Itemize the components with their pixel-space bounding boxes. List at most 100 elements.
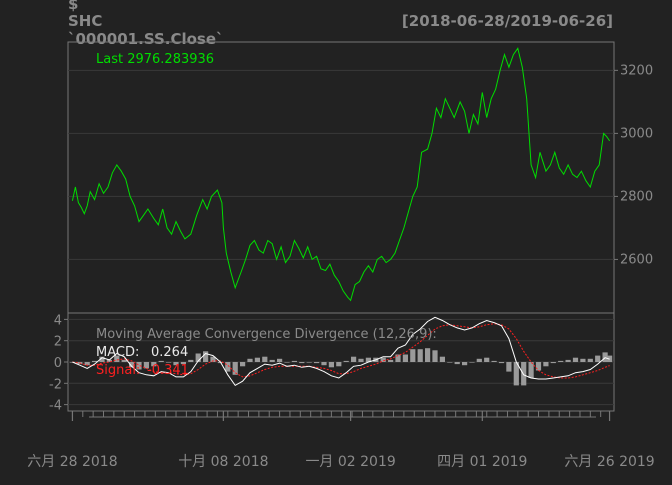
macd-histogram-bar	[402, 354, 408, 362]
macd-histogram-bar	[291, 360, 297, 362]
macd-histogram-bar	[521, 362, 527, 386]
macd-histogram-bar	[92, 360, 98, 362]
macd-histogram-bar	[513, 362, 519, 386]
x-tick-label: 十月 08 2018	[178, 454, 268, 470]
macd-histogram-bar	[328, 362, 334, 368]
macd-value: 0.264	[151, 345, 188, 360]
macd-histogram-bar	[351, 356, 357, 362]
macd-histogram-bar	[173, 362, 179, 366]
signal-label: Signal:	[96, 363, 140, 378]
price-panel: 2600 2800 3000 3200 Last 2976.283936	[67, 41, 653, 314]
macd-histogram-bar	[572, 357, 579, 362]
macd-histogram-bar	[595, 355, 601, 362]
price-line	[71, 47, 611, 302]
macd-histogram-bar	[469, 362, 475, 363]
macd-histogram-bar	[580, 358, 586, 362]
x-tick-label: 一月 02 2019	[305, 454, 395, 470]
x-tick-label: 六月 26 2019	[564, 454, 654, 470]
x-tick-label: 四月 01 2019	[437, 454, 527, 470]
macd-histogram-bar	[306, 362, 312, 363]
macd-histogram-bar	[106, 359, 112, 362]
macd-y-tick-label: 0	[54, 356, 62, 371]
series-name: `000001.SS.Close`	[68, 30, 224, 48]
macd-histogram-bar	[121, 359, 127, 362]
macd-line	[72, 316, 610, 387]
macd-histogram-bar	[299, 362, 305, 364]
x-tick-label: 六月 28 2018	[27, 454, 117, 470]
macd-histogram-bar	[558, 360, 564, 362]
macd-histogram-bar	[498, 362, 505, 364]
macd-histogram-bar	[462, 362, 468, 366]
macd-y-tick-label: 4	[54, 313, 62, 328]
macd-label: MACD:	[96, 345, 139, 360]
macd-histogram-bar	[447, 362, 453, 363]
macd-histogram-bar	[336, 362, 342, 367]
signal-value: -0.341	[147, 363, 189, 378]
macd-histogram-bar	[528, 362, 534, 378]
macd-histogram-bar	[188, 359, 194, 362]
macd-histogram-bar	[543, 362, 549, 367]
macd-histogram-bar	[432, 350, 438, 362]
macd-histogram-bar	[277, 358, 283, 362]
macd-histogram-bar	[484, 357, 490, 362]
macd-histogram-bar	[262, 356, 268, 362]
macd-histogram-bar	[180, 362, 186, 365]
symbol-label: $	[68, 0, 78, 13]
macd-histogram-bar	[476, 358, 482, 362]
price-y-tick-label: 2600	[620, 252, 653, 267]
macd-histogram-bar	[129, 362, 135, 368]
macd-title: Moving Average Convergence Divergence (1…	[96, 327, 437, 342]
macd-histogram-bar	[410, 349, 416, 362]
macd-histogram-bar	[358, 358, 364, 362]
macd-histogram-bar	[454, 362, 460, 365]
macd-histogram-bar	[84, 362, 90, 366]
macd-histogram-bar	[365, 357, 371, 362]
macd-histogram-bar	[195, 353, 201, 362]
macd-histogram-bar	[166, 362, 172, 363]
x-major-ticks: 六月 28 2018 十月 08 2018 一月 02 2019 四月 01 2019…	[27, 411, 655, 470]
macd-histogram-bar	[587, 358, 593, 362]
macd-histogram-bar	[247, 358, 253, 362]
macd-panel: 4 2 0 -2 -4 Moving Average Convergence Diver…	[49, 312, 615, 414]
macd-histogram	[69, 348, 613, 386]
macd-histogram-bar	[269, 359, 275, 362]
macd-histogram-bar	[417, 349, 423, 362]
last-price-legend: Last 2976.283936	[96, 52, 214, 67]
macd-histogram-bar	[225, 362, 231, 372]
signal-line	[72, 323, 610, 379]
macd-histogram-bar	[388, 359, 394, 362]
macd-y-tick-label: 2	[54, 335, 62, 350]
macd-histogram-bar	[158, 360, 164, 362]
macd-y-tick-label: -2	[49, 377, 62, 392]
macd-histogram-bar	[491, 360, 497, 362]
price-y-tick-label: 2800	[620, 189, 653, 204]
macd-histogram-bar	[550, 362, 556, 364]
macd-histogram-bar	[321, 362, 327, 366]
macd-y-axis: 4 2 0 -2 -4	[49, 313, 68, 414]
macd-histogram-bar	[314, 362, 320, 364]
macd-histogram-bar	[210, 356, 216, 362]
macd-histogram-bar	[425, 348, 431, 362]
macd-histogram-bar	[254, 357, 260, 362]
macd-histogram-bar	[114, 355, 120, 362]
macd-histogram-bar	[136, 362, 142, 370]
macd-histogram-bar	[395, 354, 401, 362]
macd-histogram-bar	[284, 362, 290, 363]
macd-histogram-bar	[439, 356, 445, 362]
macd-histogram-bar	[232, 362, 238, 375]
macd-histogram-bar	[535, 362, 542, 371]
chart-name: SHC	[68, 12, 102, 30]
macd-y-tick-label: -4	[49, 399, 62, 414]
date-range: [2018-06-28/2019-06-26]	[402, 12, 613, 30]
macd-histogram-bar	[143, 362, 149, 369]
macd-histogram-bar	[99, 356, 105, 362]
macd-histogram-bar	[565, 359, 571, 362]
price-y-axis: 2600 2800 3000 3200	[614, 63, 653, 267]
macd-histogram-bar	[203, 351, 209, 362]
price-y-tick-label: 3200	[620, 63, 653, 78]
macd-histogram-bar	[380, 357, 386, 362]
macd-histogram-bar	[240, 362, 246, 367]
x-axis: 六月 28 2018 十月 08 2018 一月 02 2019 四月 01 2019…	[27, 411, 655, 470]
